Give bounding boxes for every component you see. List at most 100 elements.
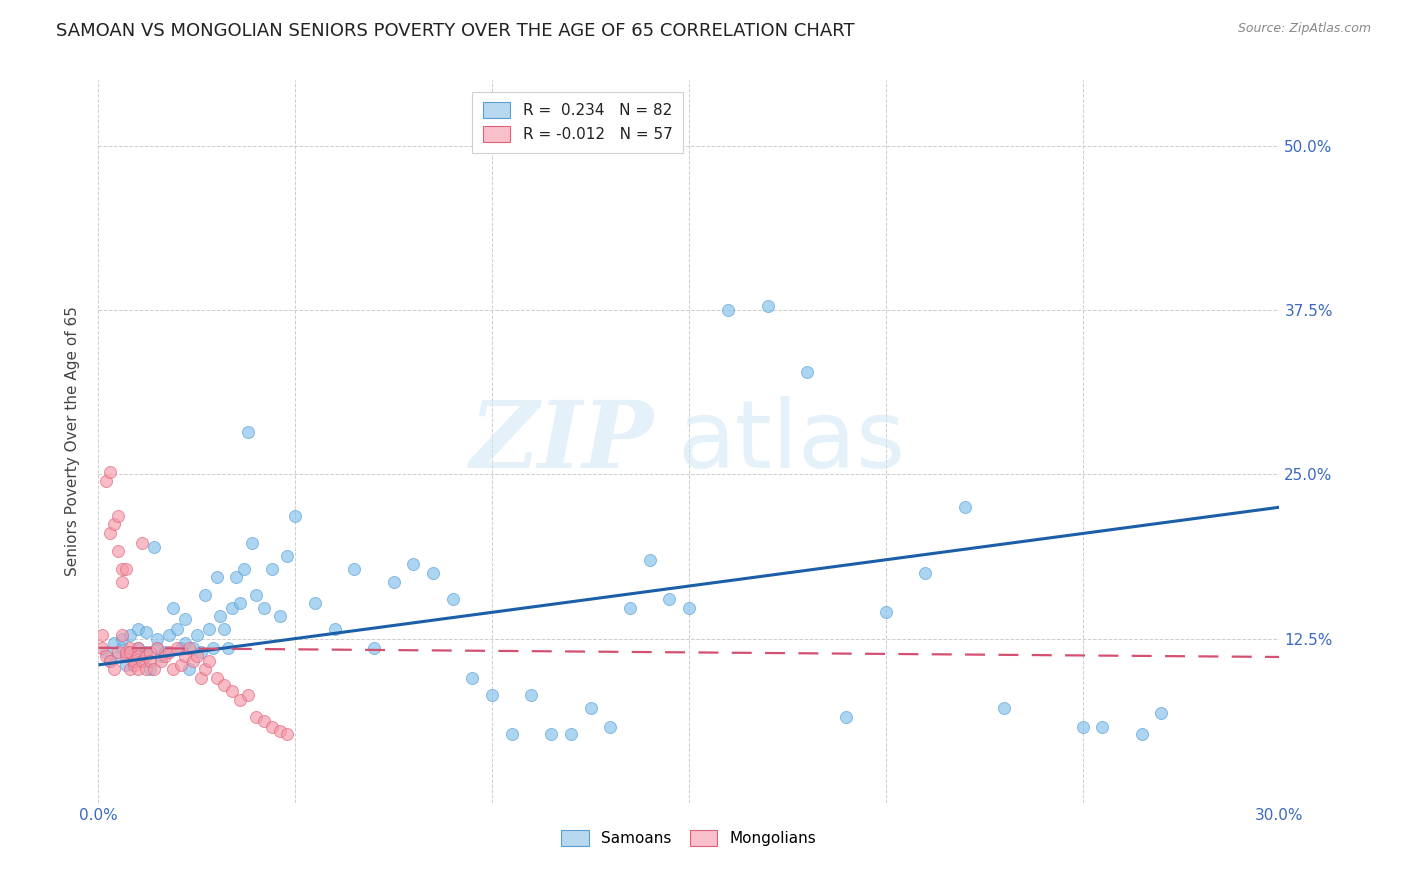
Point [127, 640, 149, 655]
Point [638, 553, 661, 567]
Point [138, 645, 160, 659]
Point [253, 714, 276, 729]
Point [993, 701, 1015, 715]
Y-axis label: Seniors Poverty Over the Age of 65: Seniors Poverty Over the Age of 65 [65, 307, 80, 576]
Point [323, 623, 346, 637]
Point [118, 645, 141, 659]
Point [96, 645, 118, 659]
Point [363, 640, 385, 655]
Point [1130, 727, 1153, 741]
Point [599, 720, 621, 734]
Text: ZIP: ZIP [470, 397, 654, 486]
Point [186, 648, 208, 663]
Point [276, 727, 298, 741]
Point [131, 654, 153, 668]
Point [402, 557, 425, 571]
Point [269, 723, 291, 738]
Point [135, 645, 157, 659]
Point [422, 566, 444, 580]
Point [181, 654, 204, 668]
Text: SAMOAN VS MONGOLIAN SENIORS POVERTY OVER THE AGE OF 65 CORRELATION CHART: SAMOAN VS MONGOLIAN SENIORS POVERTY OVER… [56, 22, 855, 40]
Point [142, 662, 165, 676]
Point [135, 625, 157, 640]
Point [284, 509, 307, 524]
Point [166, 623, 188, 637]
Point [678, 601, 700, 615]
Point [461, 671, 484, 685]
Point [98, 526, 121, 541]
Point [111, 640, 134, 655]
Point [142, 540, 165, 554]
Legend: Samoans, Mongolians: Samoans, Mongolians [551, 819, 827, 856]
Point [127, 648, 149, 663]
Point [150, 654, 173, 668]
Point [236, 425, 259, 440]
Point [221, 601, 243, 615]
Point [174, 635, 197, 649]
Point [229, 596, 252, 610]
Point [107, 543, 129, 558]
Point [233, 562, 256, 576]
Point [201, 640, 224, 655]
Point [135, 662, 157, 676]
Point [146, 640, 169, 655]
Point [304, 596, 326, 610]
Point [619, 601, 641, 615]
Point [111, 562, 134, 576]
Point [441, 592, 464, 607]
Point [170, 657, 193, 672]
Point [197, 623, 219, 637]
Point [118, 640, 141, 655]
Point [146, 632, 169, 646]
Point [540, 727, 562, 741]
Point [194, 662, 217, 676]
Point [118, 645, 141, 659]
Point [343, 562, 366, 576]
Point [253, 601, 276, 615]
Point [146, 640, 169, 655]
Point [127, 640, 149, 655]
Point [162, 662, 184, 676]
Point [658, 592, 681, 607]
Point [111, 627, 134, 641]
Point [135, 648, 157, 663]
Point [501, 727, 523, 741]
Text: atlas: atlas [678, 395, 905, 488]
Point [103, 662, 125, 676]
Point [115, 562, 138, 576]
Point [127, 623, 149, 637]
Point [269, 609, 291, 624]
Point [115, 657, 138, 672]
Point [579, 701, 602, 715]
Point [111, 575, 134, 590]
Point [276, 549, 298, 563]
Point [260, 562, 283, 576]
Point [190, 671, 212, 685]
Point [221, 684, 243, 698]
Point [98, 654, 121, 668]
Point [177, 640, 200, 655]
Point [520, 688, 543, 702]
Point [186, 627, 208, 641]
Point [155, 648, 177, 663]
Point [118, 662, 141, 676]
Point [756, 299, 779, 313]
Point [205, 671, 228, 685]
Point [138, 654, 160, 668]
Point [236, 688, 259, 702]
Point [98, 465, 121, 479]
Point [131, 654, 153, 668]
Point [150, 648, 173, 663]
Point [96, 648, 118, 663]
Point [166, 640, 188, 655]
Point [174, 648, 197, 663]
Point [835, 710, 858, 724]
Point [214, 677, 236, 691]
Point [170, 640, 193, 655]
Point [118, 627, 141, 641]
Point [155, 645, 177, 659]
Point [1150, 706, 1173, 721]
Point [1071, 720, 1094, 734]
Point [131, 535, 153, 549]
Point [914, 566, 936, 580]
